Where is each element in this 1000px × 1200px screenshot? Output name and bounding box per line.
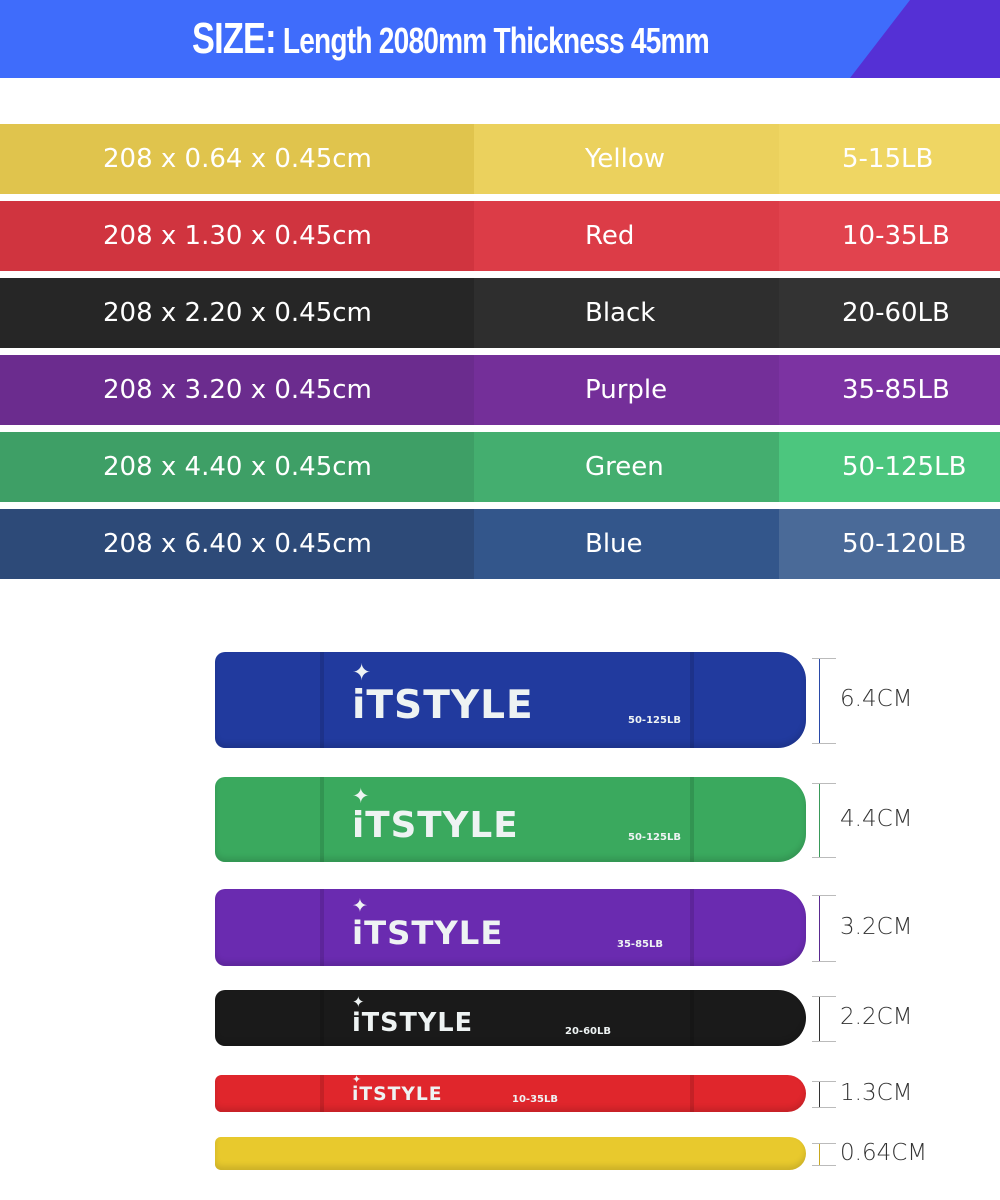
cell-size: 208 x 4.40 x 0.45cm xyxy=(0,432,474,502)
sparkle-icon: ✦ xyxy=(352,895,368,918)
cell-resistance: 50-120LB xyxy=(779,509,1000,579)
table-row: 208 x 1.30 x 0.45cm Red 10-35LB xyxy=(0,201,1000,271)
cell-size: 208 x 0.64 x 0.45cm xyxy=(0,124,474,194)
cell-resistance: 35-85LB xyxy=(779,355,1000,425)
width-measure-arrow xyxy=(812,996,836,1042)
cell-color: Yellow xyxy=(474,124,779,194)
sparkle-icon: ✦ xyxy=(352,1073,362,1087)
measure-line xyxy=(819,1082,820,1107)
banner-text: Length 2080mm Thickness 45mm xyxy=(282,20,710,61)
band-seam xyxy=(690,777,694,862)
width-measure-arrow xyxy=(812,783,836,858)
band-rating: 50-125LB xyxy=(628,832,681,844)
resistance-band: ✦ iTSTYLE 10-35LB xyxy=(215,1073,806,1112)
band-rating: 10-35LB xyxy=(512,1093,558,1105)
measure-line xyxy=(819,997,820,1041)
band-seam xyxy=(690,889,694,966)
band-seam xyxy=(320,1075,324,1112)
table-row: 208 x 2.20 x 0.45cm Black 20-60LB xyxy=(0,278,1000,348)
width-measure-arrow xyxy=(812,1081,836,1108)
banner-prefix: SIZE: xyxy=(192,14,277,63)
measure-line xyxy=(819,659,820,743)
band-seam xyxy=(690,990,694,1046)
size-banner: SIZE: Length 2080mm Thickness 45mm xyxy=(0,0,1000,78)
width-measure-arrow xyxy=(812,658,836,744)
band-seam xyxy=(320,652,324,748)
resistance-band xyxy=(215,1137,806,1170)
brand-logo: iTSTYLE xyxy=(352,1084,443,1106)
width-label: 0.64CM xyxy=(840,1139,928,1166)
table-row: 208 x 6.40 x 0.45cm Blue 50-120LB xyxy=(0,509,1000,579)
measure-line xyxy=(819,896,820,961)
resistance-band: ✦ iTSTYLE 35-85LB xyxy=(215,889,806,966)
sparkle-icon: ✦ xyxy=(352,660,372,687)
width-label: 2.2CM xyxy=(840,1004,913,1030)
band-seam xyxy=(320,990,324,1046)
table-row: 208 x 4.40 x 0.45cm Green 50-125LB xyxy=(0,432,1000,502)
band-seam xyxy=(320,889,324,966)
table-row: 208 x 3.20 x 0.45cm Purple 35-85LB xyxy=(0,355,1000,425)
cell-color: Purple xyxy=(474,355,779,425)
brand-logo: iTSTYLE xyxy=(352,914,504,953)
cell-color: Green xyxy=(474,432,779,502)
banner-title: SIZE: Length 2080mm Thickness 45mm xyxy=(192,14,710,64)
band-seam xyxy=(690,1075,694,1112)
resistance-band: ✦ iTSTYLE 50-125LB xyxy=(215,777,806,862)
band-rating: 20-60LB xyxy=(565,1025,611,1037)
cell-size: 208 x 6.40 x 0.45cm xyxy=(0,509,474,579)
width-label: 4.4CM xyxy=(840,805,913,832)
cell-color: Red xyxy=(474,201,779,271)
band-rating: 35-85LB xyxy=(617,938,663,950)
cell-size: 208 x 3.20 x 0.45cm xyxy=(0,355,474,425)
cell-size: 208 x 2.20 x 0.45cm xyxy=(0,278,474,348)
table-row: 208 x 0.64 x 0.45cm Yellow 5-15LB xyxy=(0,124,1000,194)
brand-logo: iTSTYLE xyxy=(352,1008,474,1039)
band-seam xyxy=(320,777,324,862)
band-seam xyxy=(690,652,694,748)
resistance-band: ✦ iTSTYLE 20-60LB xyxy=(215,990,806,1046)
sparkle-icon: ✦ xyxy=(352,783,370,808)
cell-resistance: 20-60LB xyxy=(779,278,1000,348)
cell-resistance: 10-35LB xyxy=(779,201,1000,271)
width-label: 3.2CM xyxy=(840,913,913,940)
band-rating: 50-125LB xyxy=(628,714,681,726)
cell-resistance: 50-125LB xyxy=(779,432,1000,502)
width-measure-arrow xyxy=(812,1143,836,1166)
cell-size: 208 x 1.30 x 0.45cm xyxy=(0,201,474,271)
cell-resistance: 5-15LB xyxy=(779,124,1000,194)
width-measure-arrow xyxy=(812,895,836,962)
measure-line xyxy=(819,784,820,857)
brand-logo: iTSTYLE xyxy=(352,683,534,729)
resistance-band: ✦ iTSTYLE 50-125LB xyxy=(215,652,806,748)
width-label: 1.3CM xyxy=(840,1079,913,1106)
sparkle-icon: ✦ xyxy=(352,993,365,1012)
brand-logo: iTSTYLE xyxy=(352,804,519,846)
width-label: 6.4CM xyxy=(840,686,913,712)
measure-line xyxy=(819,1144,820,1165)
cell-color: Black xyxy=(474,278,779,348)
banner-corner-accent xyxy=(850,0,1000,78)
cell-color: Blue xyxy=(474,509,779,579)
